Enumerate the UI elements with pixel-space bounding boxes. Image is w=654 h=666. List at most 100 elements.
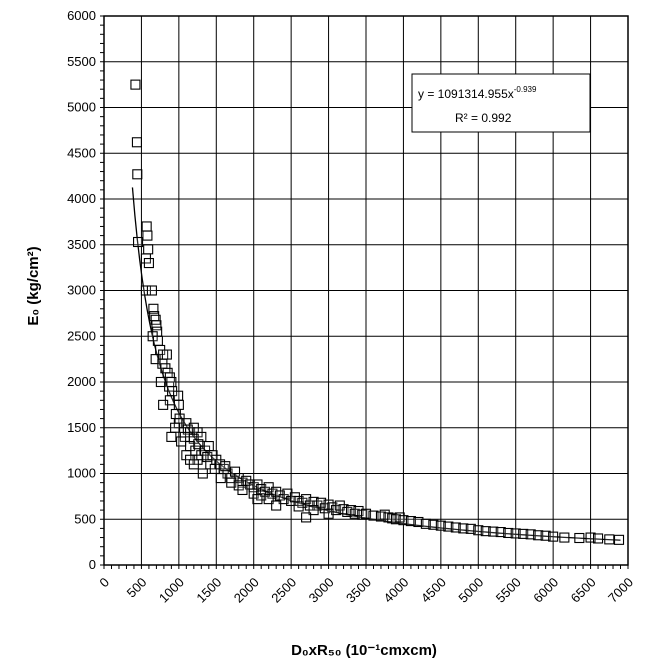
data-point <box>170 422 181 433</box>
x-tick-label: 3500 <box>343 575 374 606</box>
data-point <box>150 314 161 325</box>
data-point <box>148 303 159 314</box>
data-point <box>131 137 142 148</box>
data-point <box>203 440 214 452</box>
y-axis-title: E₀ (kg/cm²) <box>25 246 42 325</box>
data-point <box>188 459 199 470</box>
x-tick-label: 1000 <box>156 575 187 606</box>
power-trendline <box>131 187 621 541</box>
x-tick-label: 5000 <box>455 575 486 606</box>
data-point <box>308 505 319 516</box>
data-point <box>143 244 154 255</box>
x-tick-label: 4500 <box>418 575 449 606</box>
x-tick-label: 5500 <box>493 575 524 606</box>
trendline-layer <box>131 187 621 541</box>
data-point <box>237 477 248 488</box>
y-tick-label: 3500 <box>67 237 96 252</box>
data-point <box>604 534 615 545</box>
data-point <box>248 488 259 499</box>
x-tick-label: 6500 <box>568 575 599 606</box>
data-point <box>398 515 409 526</box>
data-point <box>297 497 308 508</box>
data-point <box>495 527 506 538</box>
data-point <box>176 436 187 447</box>
data-point <box>229 466 241 477</box>
data-point <box>293 495 304 507</box>
data-point <box>510 528 521 539</box>
data-point <box>428 519 439 530</box>
data-point <box>151 320 162 331</box>
data-point <box>158 399 169 410</box>
y-tick-label: 2000 <box>67 374 96 389</box>
data-point <box>360 508 372 519</box>
data-point <box>237 484 248 496</box>
x-tick-label: 2000 <box>231 575 262 606</box>
data-point <box>316 497 327 508</box>
r-squared-text: R² = 0.992 <box>455 111 512 125</box>
data-point <box>387 513 398 524</box>
x-tick-label: 7000 <box>605 575 636 606</box>
y-tick-label: 1500 <box>67 420 96 435</box>
data-point <box>488 526 499 537</box>
data-point <box>226 477 237 488</box>
y-tick-label: 3000 <box>67 283 96 298</box>
data-point <box>338 504 349 515</box>
y-tick-label: 2500 <box>67 328 96 343</box>
svg-text:y = 1091314.955x-0.939: y = 1091314.955x-0.939 <box>418 85 537 101</box>
data-point <box>267 488 278 499</box>
x-tick-label: 500 <box>124 575 150 601</box>
data-point <box>274 490 285 501</box>
data-point <box>166 431 177 442</box>
data-point <box>559 532 570 543</box>
data-point <box>155 376 166 388</box>
data-point <box>353 505 364 517</box>
data-point <box>480 526 491 537</box>
data-point <box>132 169 143 180</box>
data-point <box>518 528 529 539</box>
equation-exponent: -0.939 <box>514 85 537 94</box>
data-point <box>141 221 152 232</box>
data-point <box>152 335 163 346</box>
data-point <box>142 230 153 241</box>
data-point <box>465 523 476 534</box>
data-point <box>413 516 424 528</box>
data-point <box>271 486 282 497</box>
y-tick-label: 0 <box>89 557 96 572</box>
data-point <box>301 494 312 505</box>
x-tick-label: 2500 <box>268 575 299 606</box>
data-point <box>182 424 193 435</box>
data-point <box>263 494 274 505</box>
data-point <box>286 495 297 507</box>
data-point <box>613 534 625 545</box>
data-point <box>473 525 484 536</box>
data-point <box>248 482 259 493</box>
data-point <box>540 530 551 541</box>
data-point <box>450 522 461 533</box>
data-point <box>323 508 334 519</box>
data-point <box>140 285 151 296</box>
data-point <box>173 399 184 410</box>
data-point <box>390 514 401 525</box>
data-point <box>166 376 177 388</box>
data-point <box>533 530 544 541</box>
y-tick-label: 1000 <box>67 466 96 481</box>
x-axis-title: D₀xR₅₀ (10⁻¹cmxcm) <box>291 642 437 659</box>
data-point <box>196 431 207 442</box>
data-point <box>133 236 144 248</box>
data-point <box>349 508 360 519</box>
data-point <box>525 529 536 540</box>
data-point <box>334 500 345 511</box>
x-tick-label: 0 <box>96 575 112 591</box>
x-tick-label: 3000 <box>306 575 337 606</box>
data-point <box>593 533 604 544</box>
data-point <box>193 439 204 450</box>
y-tick-label: 500 <box>74 511 96 526</box>
data-point <box>143 257 154 269</box>
data-point <box>301 512 312 523</box>
data-point <box>458 523 469 534</box>
x-tick-labels: 0 500 1000 1500 2000 2500 3000 3500 4000 4500 5000… <box>96 575 636 606</box>
data-point <box>383 512 394 523</box>
data-point <box>375 511 387 522</box>
y-tick-label: 4000 <box>67 191 96 206</box>
data-point <box>420 518 431 529</box>
